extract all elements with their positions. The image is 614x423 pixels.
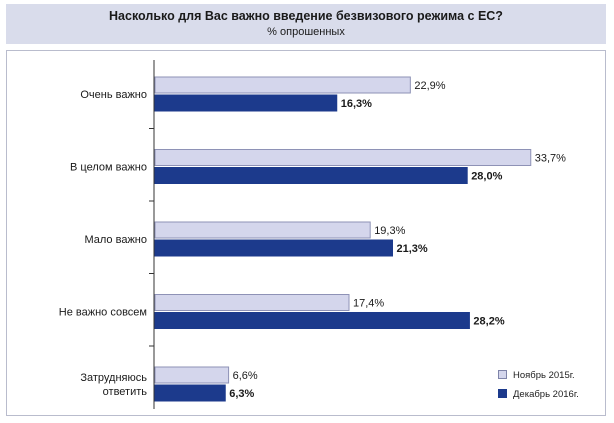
data-label-nov-2015: 22,9% [414,80,445,92]
category-label: Мало важно [84,234,147,246]
legend-swatch-dec-2016 [498,389,507,398]
data-label-dec-2016: 28,2% [473,316,504,328]
data-label-dec-2016: 16,3% [341,98,372,110]
bar-nov-2015 [154,294,350,311]
category-label: Не важно совсем [59,307,147,319]
bar-dec-2016 [154,312,470,329]
legend-item-dec-2016: Декабрь 2016г. [498,389,579,400]
category-label: В целом важно [70,162,147,174]
bar-dec-2016 [154,384,226,402]
legend-item-nov-2015: Ноябрь 2015г. [498,370,575,381]
data-label-nov-2015: 17,4% [353,298,384,310]
plot-frame [6,50,606,416]
legend-swatch-nov-2015 [498,370,507,379]
bar-dec-2016 [154,239,393,257]
data-label-dec-2016: 28,0% [471,171,502,183]
data-label-nov-2015: 6,6% [233,370,258,382]
data-label-nov-2015: 19,3% [374,225,405,237]
bar-nov-2015 [154,149,532,166]
chart-title: Насколько для Вас важно введение безвизо… [109,9,503,23]
bar-dec-2016 [154,94,338,112]
category-label: ответить [103,386,148,398]
bar-nov-2015 [154,76,411,94]
category-label: Очень важно [80,89,147,101]
legend-label-dec-2016: Декабрь 2016г. [513,389,579,400]
chart-subtitle: % опрошенных [267,26,345,38]
legend-label-nov-2015: Ноябрь 2015г. [513,370,575,381]
data-label-dec-2016: 21,3% [396,243,427,255]
bar-dec-2016 [154,167,468,184]
category-label: Затрудняюсь [80,372,147,384]
data-label-dec-2016: 6,3% [229,388,254,400]
chart-header: Насколько для Вас важно введение безвизо… [6,4,606,44]
bar-nov-2015 [154,221,371,239]
data-label-nov-2015: 33,7% [535,153,566,165]
bar-nov-2015 [154,366,230,384]
